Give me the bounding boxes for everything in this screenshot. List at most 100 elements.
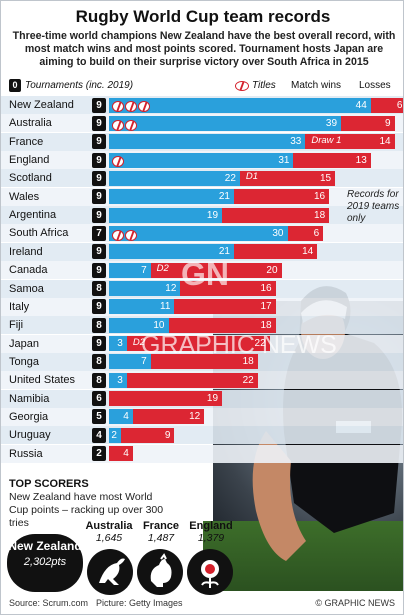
source-credit: Source: Scrum.com <box>9 598 89 608</box>
pitch-photo <box>203 521 403 591</box>
rugby-ball-icon <box>112 119 124 131</box>
tournaments-badge: 9 <box>92 170 106 186</box>
rugby-ball-icon <box>112 101 124 113</box>
top-scorers-description: New Zealand have most World Cup points –… <box>9 491 164 529</box>
country-label: Russia <box>9 447 43 460</box>
draw-label: D1 <box>245 171 259 183</box>
country-label: England <box>9 154 50 167</box>
losses-bar: 16 <box>180 281 276 296</box>
rooster-emblem-icon <box>137 549 183 595</box>
tournaments-badge: 9 <box>92 336 106 352</box>
rugby-ball-icon <box>112 156 124 168</box>
rugby-ball-icon <box>125 229 137 241</box>
wins-bar: 2 <box>109 427 121 443</box>
tournaments-badge: 9 <box>92 299 106 315</box>
wallaby-emblem-icon <box>87 549 133 595</box>
wins-legend-label: Match wins <box>291 80 342 91</box>
country-label: Wales <box>9 190 40 203</box>
tournaments-badge: 5 <box>92 409 106 425</box>
country-label: Japan <box>9 337 39 350</box>
country-label: France <box>9 135 44 148</box>
scorer-australia: Australia 1,645 <box>81 520 137 544</box>
losses-legend-label: Losses <box>359 80 391 91</box>
scorer-points: 1,487 <box>147 532 175 544</box>
wins-bar: 4 <box>109 409 133 425</box>
wins-bar: 21 <box>109 244 234 260</box>
titles-balls <box>112 226 138 241</box>
tournaments-badge: 9 <box>92 244 106 260</box>
copyright: © GRAPHIC NEWS <box>315 598 395 608</box>
rugby-ball-icon <box>125 119 137 131</box>
losses-bar: 9 <box>341 115 395 131</box>
tournaments-badge: 9 <box>92 134 106 150</box>
losses-bar: 9 <box>120 427 175 443</box>
wins-bar: 12 <box>109 281 181 296</box>
losses-bar: 19 <box>109 391 223 407</box>
scorer-england: England 1,379 <box>186 520 236 544</box>
country-label: Ireland <box>9 245 43 258</box>
rugby-ball-icon <box>138 101 150 113</box>
losses-bar: 22 <box>126 372 258 388</box>
draw-label: D2 <box>156 263 169 275</box>
scorer-france: France 1,487 <box>136 520 186 544</box>
losses-bar: 4 <box>109 446 133 462</box>
scorer-name: England <box>189 520 233 532</box>
losses-bar: 14 <box>305 134 395 150</box>
country-label: Italy <box>9 300 30 313</box>
tournaments-badge: 9 <box>92 207 106 223</box>
losses-bar: 18 <box>222 207 330 223</box>
wins-bar: 10 <box>109 317 169 333</box>
country-label: Scotland <box>9 172 52 185</box>
tournaments-badge: 8 <box>92 317 106 333</box>
wins-bar: 21 <box>109 189 234 205</box>
tournaments-badge: 9 <box>92 115 106 131</box>
wins-bar: 22 <box>109 170 240 186</box>
scorer-points: 1,379 <box>197 532 225 544</box>
tournaments-badge: 9 <box>92 189 106 205</box>
page-subtitle: Three-time world champions New Zealand h… <box>12 30 396 68</box>
titles-balls <box>112 116 138 131</box>
scorer-points: 1,645 <box>95 532 123 544</box>
country-label: Uruguay <box>9 429 51 442</box>
wins-bar: 31 <box>109 152 294 168</box>
country-label: Namibia <box>9 392 50 405</box>
losses-bar: 14 <box>233 244 318 260</box>
tournaments-legend-badge: 0 <box>9 79 21 92</box>
watermark-text: GRAPHIC NEWS <box>141 331 337 359</box>
draw-label: D2 <box>132 336 145 348</box>
page-title: Rugby World Cup team records <box>75 7 331 26</box>
losses-bar: 12 <box>132 409 205 425</box>
row-background <box>1 444 403 463</box>
wins-bar: 7 <box>109 262 151 278</box>
watermark-logo: GN <box>181 256 229 292</box>
losses-bar: 20 <box>150 262 282 278</box>
tournaments-badge: 9 <box>92 97 106 113</box>
country-label: United States <box>9 374 76 387</box>
country-label: South Africa <box>9 227 69 240</box>
losses-bar: 22 <box>126 336 270 352</box>
country-label: Samoa <box>9 282 44 295</box>
rose-emblem-icon <box>187 549 233 595</box>
wins-bar: 3 <box>109 336 127 352</box>
top-scorer-new-zealand: New Zealand 2,302pts <box>7 534 83 592</box>
country-label: Tonga <box>9 355 39 368</box>
draw-label: Draw 1 <box>311 134 342 146</box>
losses-bar: 18 <box>150 354 258 370</box>
wins-bar: 19 <box>109 207 223 223</box>
losses-bar: 16 <box>233 189 330 205</box>
tournaments-badge: 9 <box>92 152 106 168</box>
tournaments-badge: 2 <box>92 446 106 462</box>
tournaments-badge: 8 <box>92 354 106 370</box>
wins-bar: 7 <box>109 354 151 370</box>
wins-bar: 44 <box>109 97 371 113</box>
leader-points: 2,302pts <box>23 556 67 568</box>
row-background <box>1 426 403 445</box>
rugby-ball-icon <box>235 81 249 91</box>
top-scorers-heading: TOP SCORERS <box>9 478 89 490</box>
tournaments-badge: 9 <box>92 262 106 278</box>
records-note: Records for 2019 teams only <box>347 189 400 224</box>
rugby-ball-icon <box>125 101 137 113</box>
losses-bar: 13 <box>293 152 371 168</box>
country-label: Argentina <box>9 209 57 222</box>
